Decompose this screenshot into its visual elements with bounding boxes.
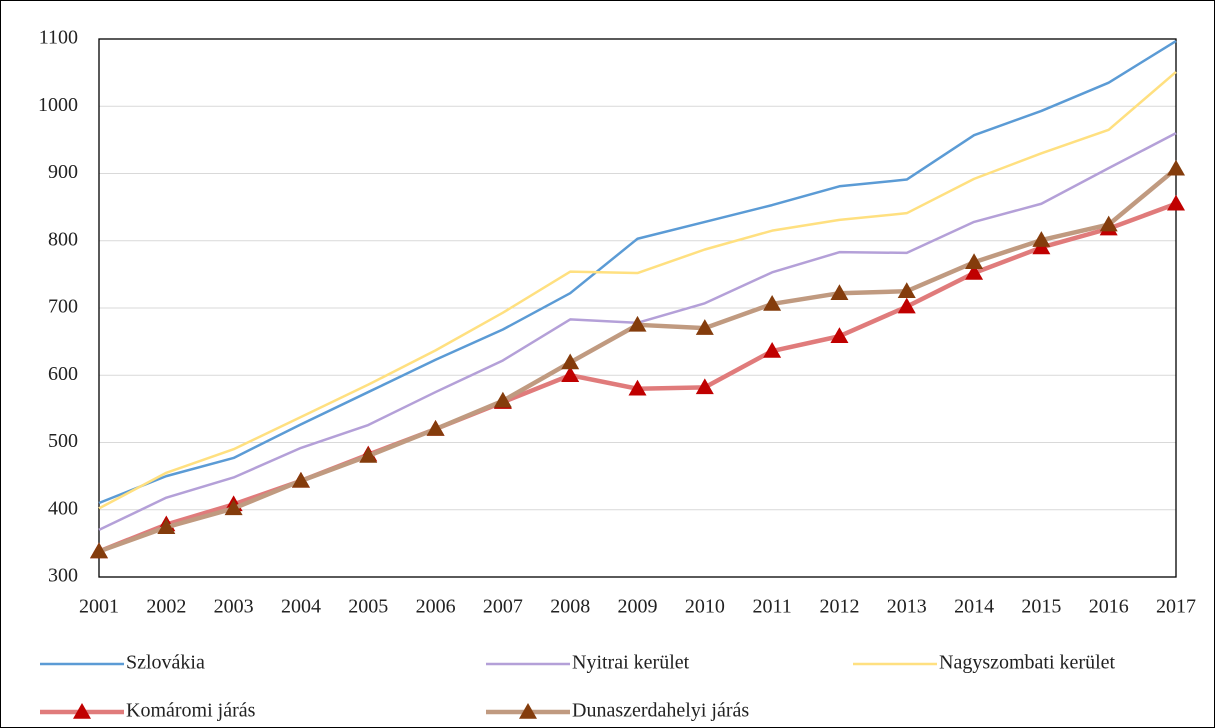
marker — [763, 294, 782, 311]
marker — [965, 253, 984, 270]
marker — [359, 446, 378, 463]
marker — [1099, 215, 1118, 232]
x-tick-label: 2013 — [887, 596, 927, 618]
marker — [561, 353, 580, 370]
marker — [628, 379, 647, 396]
marker — [1032, 231, 1051, 247]
marker — [830, 284, 849, 300]
x-tick-label: 2006 — [416, 596, 456, 618]
marker — [1167, 194, 1185, 211]
y-tick-label: 1000 — [38, 94, 78, 116]
legend-marker — [73, 703, 91, 719]
marker — [763, 342, 782, 358]
marker — [561, 366, 580, 382]
x-tick-label: 2017 — [1156, 596, 1196, 618]
series-line — [98, 39, 1177, 505]
y-tick-label: 500 — [48, 430, 78, 452]
x-tick-label: 2002 — [146, 596, 186, 618]
y-tick-label: 300 — [48, 565, 78, 587]
marker — [965, 264, 984, 280]
x-tick-label: 2008 — [550, 596, 590, 618]
x-tick-label: 2001 — [79, 596, 119, 618]
legend-label: Nyitrai kerület — [572, 652, 690, 674]
x-tick-label: 2004 — [281, 596, 321, 618]
marker — [426, 420, 445, 436]
marker — [628, 315, 647, 332]
legend-label: Dunaszerdahelyi járás — [572, 700, 749, 722]
x-tick-label: 2016 — [1089, 596, 1129, 618]
x-tick-label: 2012 — [819, 596, 859, 618]
x-tick-label: 2003 — [214, 596, 254, 618]
x-tick-label: 2010 — [685, 596, 725, 618]
legend-label: Szlovákia — [126, 652, 205, 674]
marker — [695, 378, 714, 395]
y-tick-label: 400 — [48, 497, 78, 519]
marker — [897, 282, 916, 298]
y-tick-label: 800 — [48, 228, 78, 250]
plot-area — [98, 38, 1177, 578]
y-tick-label: 600 — [48, 363, 78, 385]
x-tick-label: 2005 — [348, 596, 388, 618]
y-tick-label: 1100 — [39, 27, 78, 49]
marker — [291, 471, 310, 488]
x-tick-label: 2007 — [483, 596, 523, 618]
y-tick-label: 900 — [48, 161, 78, 183]
marker — [830, 327, 849, 343]
y-tick-label: 700 — [48, 296, 78, 318]
marker — [90, 542, 108, 559]
legend-label: Nagyszombati kerület — [939, 652, 1115, 674]
series-line — [98, 71, 1177, 510]
marker — [1167, 159, 1185, 176]
x-tick-label: 2009 — [618, 596, 658, 618]
marker — [493, 391, 512, 408]
legend-label: Komáromi járás — [126, 700, 256, 722]
legend-marker — [519, 703, 537, 719]
x-tick-label: 2014 — [954, 596, 994, 618]
marker — [157, 518, 176, 534]
marker — [897, 297, 916, 314]
marker — [224, 499, 243, 516]
x-tick-label: 2011 — [752, 596, 791, 618]
x-tick-label: 2015 — [1021, 596, 1061, 618]
marker — [695, 319, 714, 335]
